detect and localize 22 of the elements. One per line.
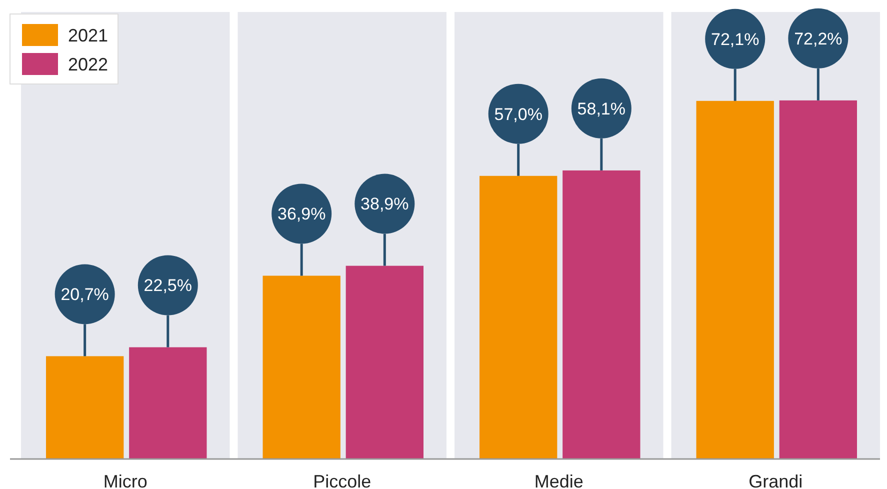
bar (129, 347, 207, 459)
legend-label: 2022 (68, 54, 108, 74)
x-tick-label: Medie (534, 471, 584, 489)
bar (262, 276, 340, 459)
x-tick-label: Micro (103, 471, 148, 489)
bar (480, 176, 558, 459)
data-label: 22,5% (144, 276, 192, 296)
bar (779, 100, 857, 459)
data-label: 38,9% (360, 194, 409, 214)
data-label: 58,1% (577, 99, 626, 118)
x-tick-label: Piccole (313, 471, 372, 489)
data-label: 72,2% (794, 29, 842, 48)
x-tick-label: Grandi (748, 471, 803, 489)
data-label: 36,9% (277, 204, 326, 224)
data-label: 20,7% (60, 285, 109, 304)
bar (46, 356, 124, 459)
legend-label: 2021 (68, 25, 108, 46)
data-label: 72,1% (710, 30, 760, 49)
bar (562, 170, 640, 459)
data-label: 57,0% (494, 104, 542, 124)
bar (346, 266, 424, 459)
bar (696, 100, 774, 459)
